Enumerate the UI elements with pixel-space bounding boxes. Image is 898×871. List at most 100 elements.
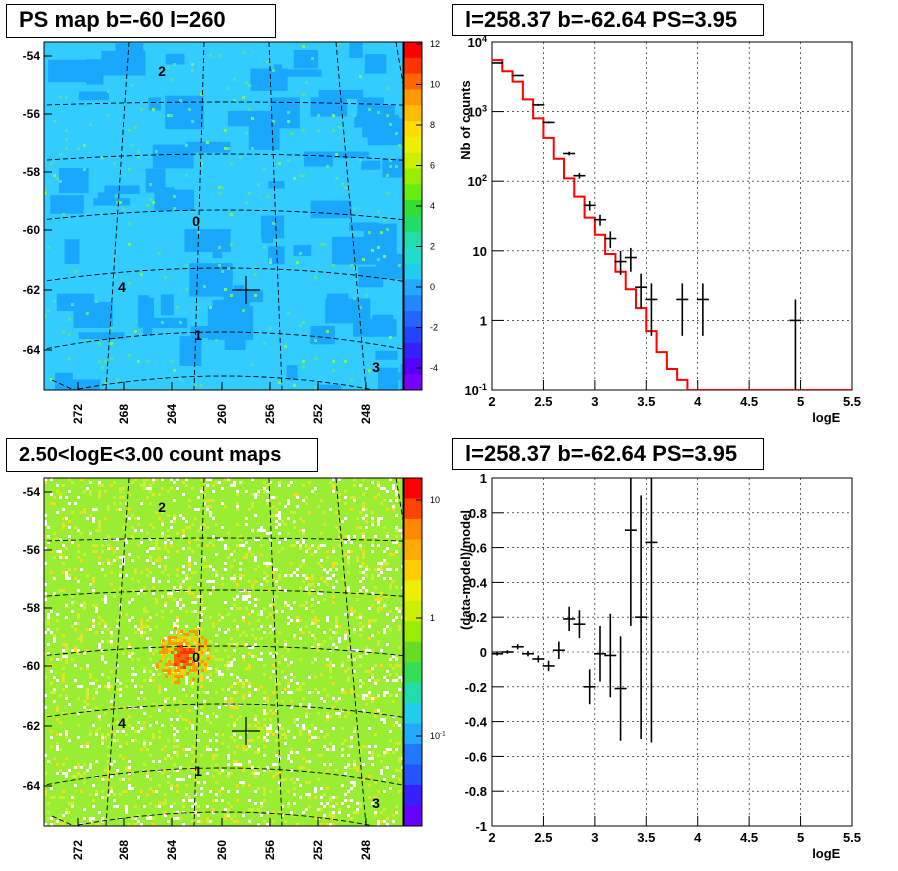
- count-pixel: [362, 553, 365, 556]
- count-pixel: [368, 784, 371, 787]
- count-pixel: [89, 766, 92, 769]
- count-pixel: [401, 616, 403, 619]
- count-pixel: [344, 634, 347, 637]
- count-pixel: [389, 499, 392, 502]
- count-pixel: [146, 775, 149, 778]
- count-pixel: [371, 544, 374, 547]
- count-hot-pixel: [174, 627, 177, 630]
- count-pixel: [77, 496, 80, 499]
- count-pixel: [203, 487, 206, 490]
- count-pixel: [332, 562, 335, 565]
- count-pixel: [167, 574, 170, 577]
- count-pixel: [317, 649, 320, 652]
- count-pixel: [263, 571, 266, 574]
- count-pixel: [314, 622, 317, 625]
- count-pixel: [62, 712, 65, 715]
- map-pixel: [137, 156, 140, 159]
- count-pixel: [392, 541, 395, 544]
- count-pixel: [251, 808, 254, 811]
- count-pixel: [107, 628, 110, 631]
- count-pixel: [203, 781, 206, 784]
- count-pixel: [263, 607, 266, 610]
- count-hot-pixel: [165, 666, 168, 669]
- count-pixel: [224, 817, 227, 820]
- count-hot-pixel: [162, 639, 165, 642]
- count-pixel: [110, 631, 113, 634]
- count-pixel: [218, 628, 221, 631]
- count-pixel: [206, 772, 209, 775]
- map-pixel: [191, 63, 194, 66]
- map-pixel: [365, 294, 368, 297]
- count-pixel: [362, 778, 365, 781]
- count-pixel: [191, 820, 194, 823]
- count-pixel: [149, 754, 152, 757]
- count-pixel: [194, 538, 197, 541]
- count-pixel: [383, 718, 386, 721]
- count-pixel: [122, 487, 125, 490]
- count-pixel: [233, 721, 236, 724]
- map-pixel: [83, 144, 86, 147]
- count-pixel: [389, 739, 392, 742]
- count-pixel: [218, 670, 221, 673]
- count-pixel: [125, 514, 128, 517]
- count-pixel: [305, 496, 308, 499]
- count-pixel: [221, 769, 224, 772]
- count-pixel: [170, 544, 173, 547]
- count-pixel: [368, 670, 371, 673]
- count-pixel: [311, 646, 314, 649]
- count-pixel: [212, 775, 215, 778]
- count-pixel: [362, 478, 365, 481]
- count-pixel: [167, 550, 170, 553]
- count-pixel: [221, 742, 224, 745]
- count-pixel: [71, 511, 74, 514]
- count-hot-pixel: [174, 669, 177, 672]
- count-pixel: [284, 505, 287, 508]
- x-tick-label: 252: [311, 840, 325, 860]
- count-hot-pixel: [177, 630, 180, 633]
- count-pixel: [347, 790, 350, 793]
- count-pixel: [203, 481, 206, 484]
- count-pixel: [191, 682, 194, 685]
- count-pixel: [50, 730, 53, 733]
- count-pixel: [386, 817, 389, 820]
- count-pixel: [206, 805, 209, 808]
- count-pixel: [377, 562, 380, 565]
- count-pixel: [140, 589, 143, 592]
- count-pixel: [353, 496, 356, 499]
- map-pixel: [116, 201, 119, 204]
- count-pixel: [170, 592, 173, 595]
- count-pixel: [368, 796, 371, 799]
- count-pixel: [110, 775, 113, 778]
- count-pixel: [284, 523, 287, 526]
- count-pixel: [200, 787, 203, 790]
- count-pixel: [200, 610, 203, 613]
- colorbar-segment: [404, 152, 422, 170]
- count-pixel: [275, 739, 278, 742]
- count-pixel: [398, 757, 401, 760]
- count-pixel: [344, 553, 347, 556]
- count-pixel: [293, 493, 296, 496]
- x-tick-label: 5.5: [843, 830, 861, 845]
- count-pixel: [83, 763, 86, 766]
- count-pixel: [251, 628, 254, 631]
- count-pixel: [311, 736, 314, 739]
- count-pixel: [62, 484, 65, 487]
- count-pixel: [206, 676, 209, 679]
- count-pixel: [248, 682, 251, 685]
- count-pixel: [293, 676, 296, 679]
- count-pixel: [395, 769, 398, 772]
- count-pixel: [353, 658, 356, 661]
- map-pixel: [134, 126, 137, 129]
- count-pixel: [335, 631, 338, 634]
- count-pixel: [356, 592, 359, 595]
- count-hot-pixel: [177, 678, 180, 681]
- count-hot-pixel: [177, 666, 180, 669]
- map-pixel: [161, 321, 164, 324]
- count-pixel: [287, 502, 290, 505]
- count-pixel: [164, 604, 167, 607]
- count-pixel: [398, 688, 401, 691]
- count-pixel: [320, 823, 323, 826]
- count-pixel: [158, 673, 161, 676]
- map-pixel: [332, 360, 335, 363]
